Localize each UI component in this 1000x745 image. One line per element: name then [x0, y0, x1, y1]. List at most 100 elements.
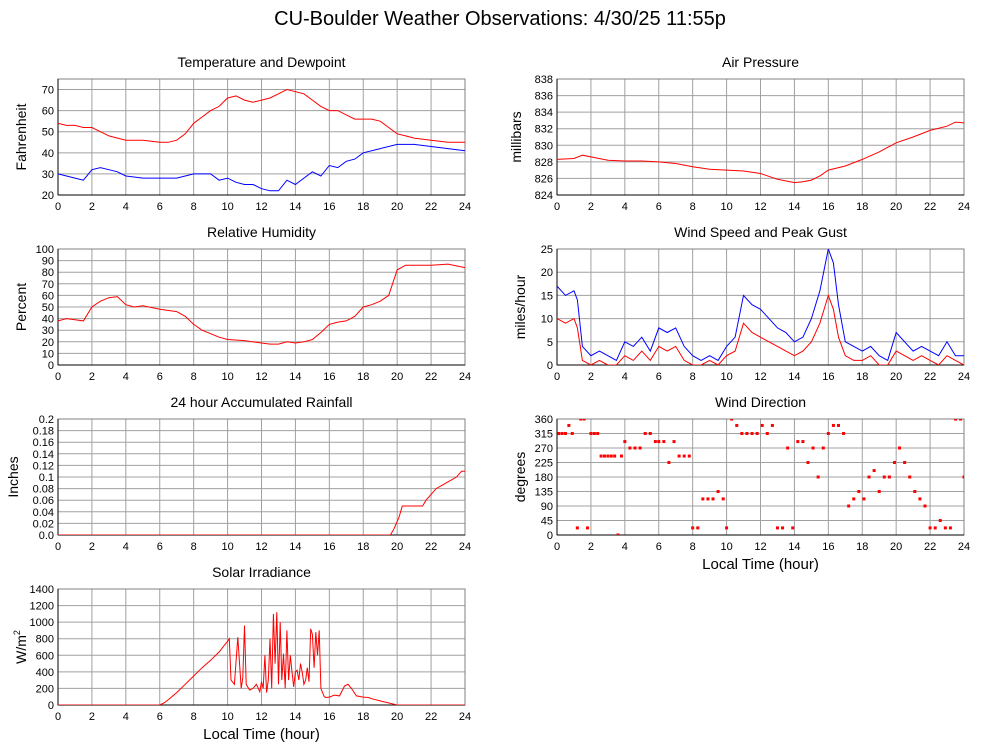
x-tick-label: 6	[656, 201, 662, 213]
data-point	[662, 440, 666, 444]
x-tick-label: 20	[890, 201, 902, 213]
data-point	[657, 440, 661, 444]
chart-title: Wind Direction	[715, 394, 806, 410]
y-tick-label: 80	[42, 267, 54, 279]
y-tick-label: 800	[36, 634, 54, 646]
x-tick-label: 18	[856, 541, 868, 553]
data-point	[701, 497, 705, 501]
data-point	[877, 490, 881, 493]
x-tick-label: 14	[289, 371, 301, 383]
x-tick-label: 8	[191, 541, 197, 553]
y-tick-label: 20	[42, 190, 54, 202]
x-tick-label: 24	[459, 371, 471, 383]
y-tick-label: 30	[42, 325, 54, 337]
y-tick-label: 60	[42, 106, 54, 118]
data-point	[575, 526, 579, 530]
x-tick-label: 12	[255, 541, 267, 553]
y-tick-label: 0.16	[33, 437, 54, 449]
y-tick-label: 15	[541, 290, 553, 302]
data-point	[682, 454, 686, 458]
data-point	[628, 446, 632, 450]
data-point	[653, 440, 657, 444]
y-tick-label: 826	[535, 173, 553, 185]
data-point	[908, 475, 912, 479]
x-tick-label: 4	[123, 711, 129, 723]
data-point	[606, 454, 610, 458]
series-line-0	[58, 470, 465, 535]
x-tick-label: 16	[323, 541, 335, 553]
data-point	[755, 432, 759, 435]
y-tick-label: 70	[42, 85, 54, 97]
data-point	[672, 440, 676, 444]
x-tick-label: 8	[191, 711, 197, 723]
data-point	[872, 469, 876, 473]
x-tick-label: 6	[157, 711, 163, 723]
data-point	[643, 432, 647, 435]
x-tick-label: 22	[425, 201, 437, 213]
data-point	[847, 504, 851, 508]
data-point	[821, 446, 825, 450]
x-tick-label: 4	[123, 541, 129, 553]
y-tick-label: 828	[535, 157, 553, 169]
x-tick-label: 22	[924, 201, 936, 213]
x-tick-label: 12	[255, 371, 267, 383]
data-point	[962, 475, 964, 479]
data-point	[898, 446, 902, 450]
y-tick-label: 315	[535, 429, 553, 441]
data-point	[599, 454, 603, 458]
x-tick-label: 6	[157, 541, 163, 553]
y-axis-label: Fahrenheit	[13, 103, 29, 170]
y-tick-label: 30	[42, 169, 54, 181]
x-tick-label: 22	[924, 371, 936, 383]
x-tick-label: 2	[89, 201, 95, 213]
data-point	[796, 440, 800, 444]
chart-title: Wind Speed and Peak Gust	[674, 224, 847, 240]
x-tick-label: 16	[323, 371, 335, 383]
y-tick-label: 45	[541, 516, 553, 528]
y-tick-label: 60	[42, 290, 54, 302]
data-point	[923, 504, 927, 508]
x-tick-label: 24	[459, 711, 471, 723]
y-tick-label: 70	[42, 279, 54, 291]
data-point	[750, 432, 754, 435]
data-point	[667, 461, 671, 464]
y-tick-label: 0.0	[39, 530, 54, 542]
data-point	[721, 497, 725, 501]
x-tick-label: 22	[924, 541, 936, 553]
data-point	[786, 446, 790, 450]
y-tick-label: 90	[42, 256, 54, 268]
chart-title: Temperature and Dewpoint	[177, 54, 345, 70]
x-tick-label: 2	[89, 371, 95, 383]
data-point	[589, 432, 593, 435]
data-point	[882, 475, 886, 479]
x-tick-label: 4	[622, 201, 628, 213]
y-tick-label: 20	[42, 337, 54, 349]
x-tick-label: 2	[89, 711, 95, 723]
data-point	[959, 419, 963, 421]
data-point	[623, 440, 627, 444]
x-tick-label: 14	[289, 201, 301, 213]
y-tick-label: 90	[541, 501, 553, 513]
data-point	[730, 419, 734, 421]
data-point	[903, 461, 907, 464]
x-tick-label: 8	[191, 201, 197, 213]
x-tick-label: 22	[425, 541, 437, 553]
x-tick-label: 12	[754, 371, 766, 383]
data-point	[892, 461, 896, 464]
data-point	[852, 497, 856, 501]
data-point	[716, 490, 720, 493]
x-tick-label: 20	[391, 541, 403, 553]
x-tick-label: 14	[788, 371, 800, 383]
x-tick-label: 24	[459, 201, 471, 213]
x-tick-label: 22	[425, 711, 437, 723]
data-point	[613, 454, 617, 458]
x-tick-label: 6	[157, 201, 163, 213]
x-tick-label: 4	[622, 541, 628, 553]
x-tick-label: 18	[357, 201, 369, 213]
